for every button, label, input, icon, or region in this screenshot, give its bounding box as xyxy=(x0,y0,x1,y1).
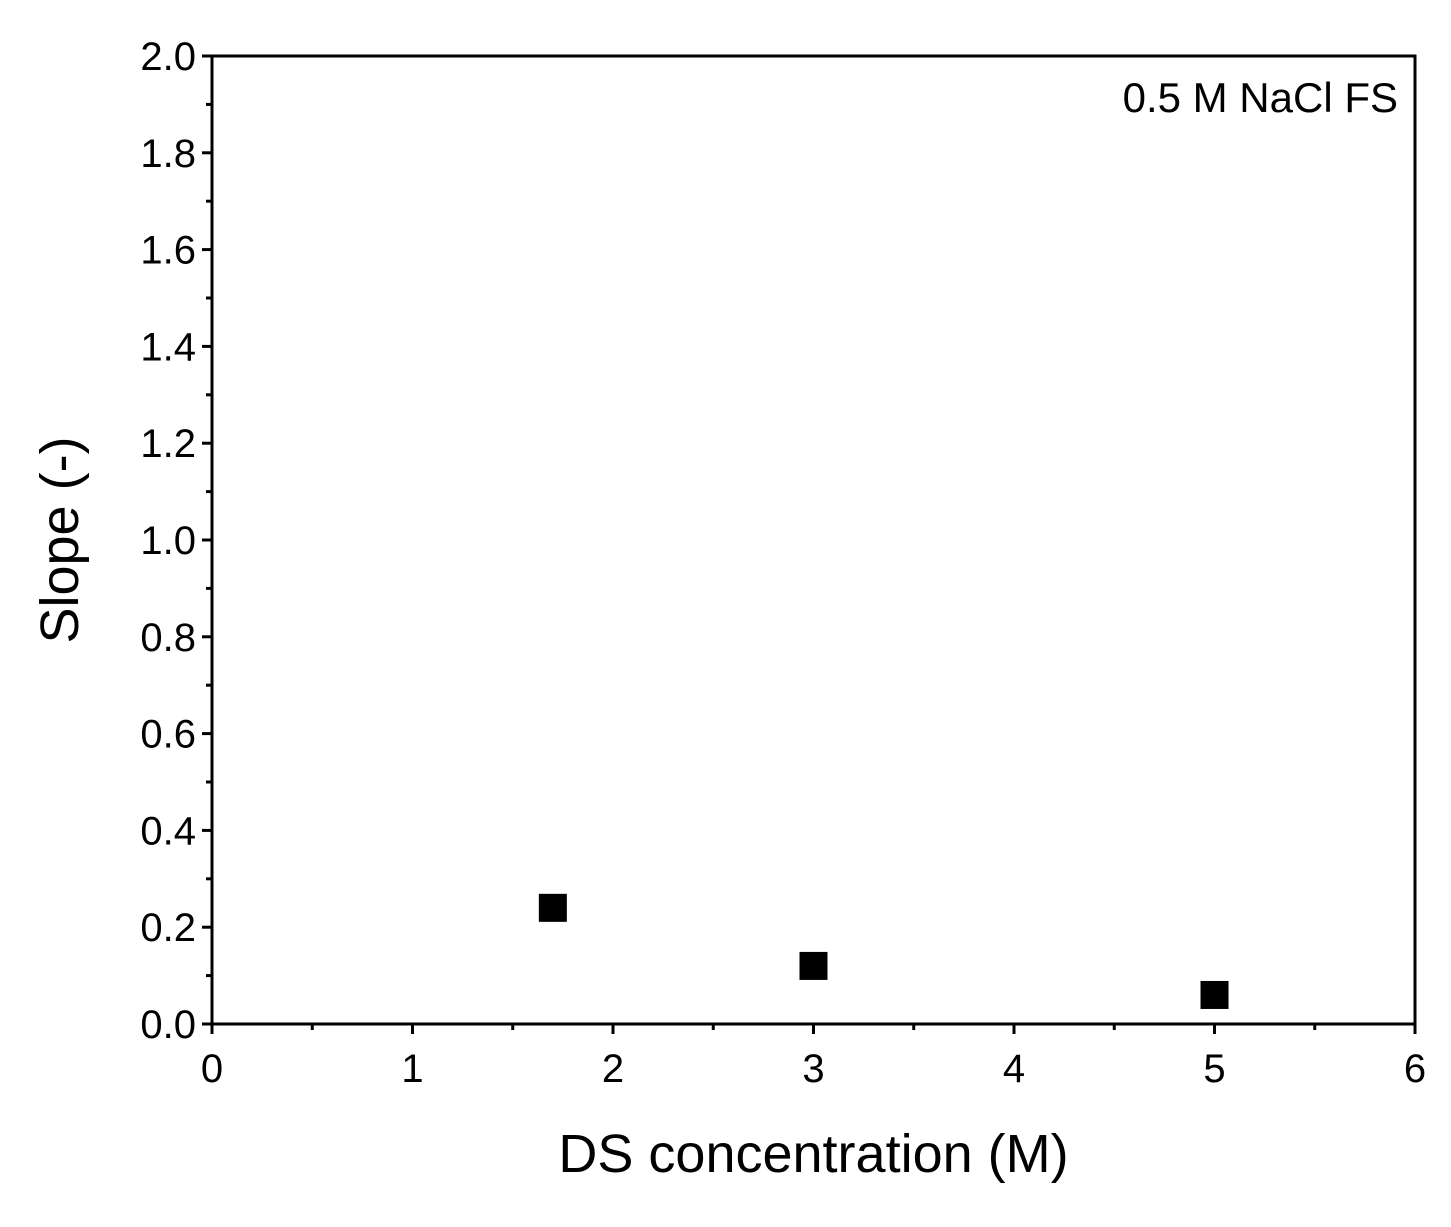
markers-layer xyxy=(538,893,1229,1009)
y-axis-title: Slope (-) xyxy=(30,436,90,643)
y-tick-label: 0.8 xyxy=(140,616,196,660)
annotation-label: 0.5 M NaCl FS xyxy=(1123,74,1398,121)
y-tick-label: 2.0 xyxy=(140,35,196,79)
y-tick-label: 1.4 xyxy=(140,325,196,369)
y-tick-label: 1.0 xyxy=(140,519,196,563)
data-point xyxy=(799,951,828,980)
y-tick-label: 0.4 xyxy=(140,809,196,853)
x-tick-label: 4 xyxy=(1003,1047,1025,1091)
ticks-layer: 0 1 2 3 4 5 6 0.0 0.2 0.4 0.6 0.8 1.0 1.2 1.4 1.6 1.8 2.0 xyxy=(140,35,1426,1091)
plot-frame xyxy=(210,54,1417,1026)
y-tick-label: 1.8 xyxy=(140,132,196,176)
x-tick-label: 3 xyxy=(802,1047,824,1091)
x-tick-label: 0 xyxy=(201,1047,223,1091)
y-tick-label: 0.2 xyxy=(140,906,196,950)
y-tick-label: 0.0 xyxy=(140,1003,196,1047)
x-axis-title: DS concentration (M) xyxy=(558,1124,1068,1184)
x-tick-label: 1 xyxy=(401,1047,423,1091)
x-tick-label: 6 xyxy=(1404,1047,1426,1091)
y-tick-label: 1.6 xyxy=(140,229,196,273)
y-tick-label: 0.6 xyxy=(140,713,196,757)
x-tick-label: 5 xyxy=(1203,1047,1225,1091)
y-tick-label: 1.2 xyxy=(140,422,196,466)
x-tick-label: 2 xyxy=(602,1047,624,1091)
data-point xyxy=(538,893,567,922)
data-point xyxy=(1200,980,1229,1009)
